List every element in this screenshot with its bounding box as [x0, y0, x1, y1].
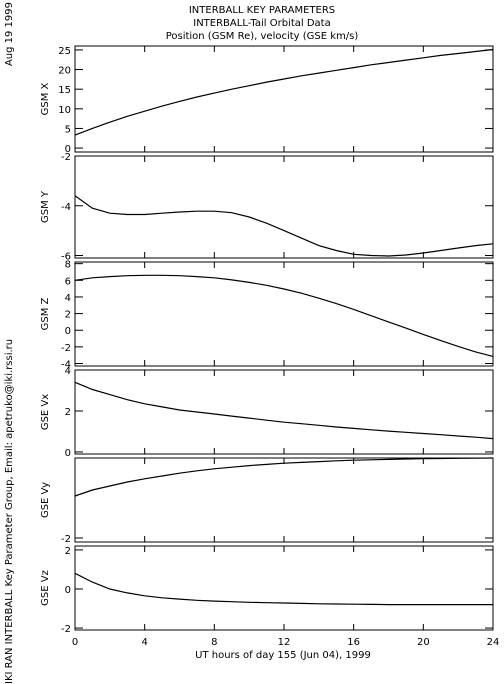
title-line-2: INTERBALL-Tail Orbital Data	[193, 18, 330, 29]
x-tick-label: 16	[347, 637, 360, 648]
panel-4: 0 2 4 GSE Vx	[40, 366, 494, 459]
x-axis-label: UT hours of day 155 (Jun 04), 1999	[195, 650, 371, 661]
y-tick-label: 8	[65, 260, 71, 271]
y-tick-label: 2	[65, 546, 71, 557]
series-line	[74, 48, 494, 136]
series-line	[74, 274, 494, 357]
y-tick-label: 5	[65, 124, 71, 135]
y-tick-label: 0	[65, 448, 71, 459]
y-axis-label: GSE Vz	[40, 570, 51, 606]
x-tick-label: 8	[211, 637, 217, 648]
y-tick-label: -2	[61, 152, 71, 163]
y-tick-label: 2	[65, 407, 71, 418]
y-tick-label: -2	[61, 534, 71, 545]
y-tick-label: -2	[61, 624, 71, 635]
y-tick-label: -6	[61, 252, 71, 263]
panel-2: -6 -4 -2 GSM Y	[40, 152, 494, 263]
y-tick-label: 0	[65, 144, 71, 155]
y-tick-label: 4	[65, 366, 71, 377]
series-line	[74, 195, 494, 257]
panel-frame	[74, 261, 494, 367]
y-tick-label: -4	[61, 202, 71, 213]
y-tick-label: 20	[58, 66, 71, 77]
x-tick-label: 20	[417, 637, 430, 648]
y-tick-label: 2	[65, 310, 71, 321]
y-tick-label: 15	[58, 85, 71, 96]
panel-frame	[74, 155, 494, 259]
panel-5: -2 GSE Vy	[40, 457, 494, 545]
x-tick-label: 24	[487, 637, 500, 648]
x-tick-label: 4	[141, 637, 147, 648]
date-stamp: Aug 19 1999	[4, 2, 15, 66]
panel-frame	[74, 369, 494, 455]
y-tick-label: 0	[65, 585, 71, 596]
y-tick-label: 10	[58, 105, 71, 116]
y-tick-label: 0	[65, 326, 71, 337]
y-axis-label: GSE Vx	[40, 394, 51, 430]
panel-3: -4 -2 0 2 4 6 8 GSM Z	[40, 260, 494, 371]
y-axis-label: GSM Y	[40, 190, 51, 223]
y-tick-label: 4	[65, 293, 71, 304]
y-tick-label: 25	[58, 46, 71, 57]
y-axis-label: GSM X	[40, 82, 51, 115]
y-tick-label: -4	[61, 360, 71, 371]
y-axis-label: GSE Vy	[40, 482, 51, 518]
y-axis-label: GSM Z	[40, 297, 51, 330]
series-line	[74, 572, 493, 606]
panel-1: 0 5 10 15 20 25 GSM X	[40, 45, 494, 155]
y-tick-label: 6	[65, 276, 71, 287]
panel-frame	[74, 457, 494, 543]
series-line	[74, 381, 494, 440]
panel-6: -2 0 2 GSE Vz	[40, 545, 494, 635]
x-tick-label: 0	[72, 637, 78, 648]
title-line-1: INTERBALL KEY PARAMETERS	[189, 5, 335, 16]
series-line	[74, 457, 494, 497]
panel-frame	[74, 545, 494, 631]
y-tick-label: -2	[61, 343, 71, 354]
panel-frame	[74, 45, 494, 153]
credit-line: IKI RAN INTERBALL Key Parameter Group, E…	[4, 339, 15, 684]
title-line-3: Position (GSM Re), velocity (GSE km/s)	[166, 31, 359, 42]
x-tick-label: 12	[278, 637, 291, 648]
